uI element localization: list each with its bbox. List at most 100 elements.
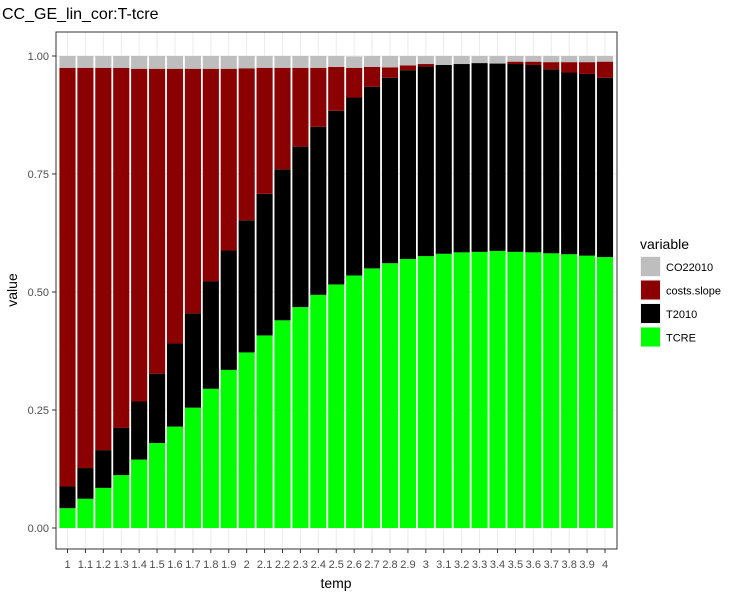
bar-segment-co22010 (310, 56, 327, 68)
x-tick-label: 1.5 (149, 559, 164, 571)
bar-segment-co22010 (202, 56, 219, 69)
x-tick-label: 2.4 (311, 559, 326, 571)
legend-label: CO22010 (666, 262, 713, 274)
bar-segment-t2010 (77, 468, 94, 499)
bar-segment-costs-slope (95, 67, 112, 451)
bar-segment-co22010 (220, 56, 237, 69)
bar-segment-co22010 (399, 56, 416, 66)
legend-swatch (641, 304, 660, 323)
bar-segment-costs-slope (579, 62, 596, 74)
bar-segment-costs-slope (596, 61, 614, 78)
legend-swatch (641, 280, 660, 300)
bar-segment-costs-slope (238, 68, 255, 221)
bar-segment-t2010 (310, 126, 327, 295)
bar-segment-co22010 (113, 56, 130, 68)
x-tick-label: 2 (244, 559, 250, 571)
bar-segment-co22010 (184, 56, 201, 69)
bar-segment-tcre (131, 459, 148, 528)
bar-segment-tcre (184, 407, 201, 528)
bar-segment-costs-slope (131, 68, 148, 402)
x-tick-label: 3.7 (544, 559, 559, 571)
bar-segment-costs-slope (202, 68, 219, 282)
bar-segment-tcre (95, 487, 112, 528)
bar-segment-t2010 (113, 427, 130, 476)
bar-segment-co22010 (596, 56, 614, 62)
bar-segment-t2010 (149, 373, 166, 444)
bar-segment-costs-slope (328, 66, 345, 111)
y-tick-label: 0.75 (28, 169, 49, 181)
bar-segment-t2010 (561, 72, 578, 255)
bar-segment-co22010 (561, 56, 578, 63)
bar-segment-tcre (202, 388, 219, 528)
bar-segment-t2010 (453, 64, 470, 253)
bar-segment-co22010 (381, 56, 399, 68)
bar-segment-co22010 (292, 56, 309, 68)
bar-segment-t2010 (202, 281, 219, 389)
x-tick-label: 1.6 (167, 559, 182, 571)
bar-segment-costs-slope (364, 66, 381, 87)
y-tick-label: 0.00 (28, 523, 49, 535)
x-tick-label: 3.1 (436, 559, 451, 571)
y-axis: 0.00 0.25 0.50 0.75 1.00 (28, 51, 56, 535)
bar-segment-t2010 (256, 193, 273, 336)
x-tick-label: 2.1 (257, 559, 272, 571)
x-tick-label: 1 (64, 559, 70, 571)
x-axis-label: temp (320, 575, 351, 591)
bar-segment-co22010 (453, 56, 470, 65)
bar-segment-tcre (381, 263, 399, 528)
bar-segment-co22010 (525, 56, 542, 62)
bar-segment-costs-slope (346, 67, 363, 98)
x-tick-label: 3.8 (562, 559, 577, 571)
bar-segment-tcre (59, 508, 76, 528)
bar-segment-co22010 (346, 56, 363, 68)
x-tick-label: 2.2 (275, 559, 290, 571)
bar-segment-co22010 (166, 56, 184, 69)
bars (59, 56, 614, 529)
x-tick-label: 2.3 (293, 559, 308, 571)
bar-segment-tcre (507, 251, 524, 528)
x-tick-label: 1.7 (185, 559, 200, 571)
bar-segment-tcre (561, 254, 578, 529)
bar-segment-t2010 (489, 63, 506, 251)
x-tick-label: 1.2 (96, 559, 111, 571)
bar-segment-costs-slope (561, 62, 578, 73)
bar-segment-tcre (364, 268, 381, 528)
bar-segment-tcre (453, 252, 470, 529)
bar-segment-costs-slope (220, 68, 237, 251)
bar-segment-co22010 (131, 56, 148, 69)
bar-segment-tcre (525, 252, 542, 529)
x-axis: 1 1.1 1.2 1.3 1.4 1.5 1.6 1.7 1.8 1.9 2 2.1 2.2 2.3 2.… (64, 549, 608, 571)
x-tick-label: 2.8 (382, 559, 397, 571)
bar-segment-co22010 (256, 56, 273, 68)
y-axis-label: value (4, 273, 20, 307)
x-tick-label: 3.4 (490, 559, 505, 571)
legend-label: TCRE (666, 333, 696, 345)
bar-segment-tcre (166, 426, 184, 528)
bar-segment-co22010 (435, 56, 452, 65)
bar-segment-tcre (471, 251, 488, 528)
bar-segment-t2010 (435, 64, 452, 254)
bar-segment-t2010 (131, 401, 148, 460)
bar-segment-tcre (399, 258, 416, 528)
bar-segment-t2010 (328, 110, 345, 285)
bar-segment-t2010 (274, 169, 291, 321)
x-tick-label: 3.6 (526, 559, 541, 571)
bar-segment-tcre (149, 443, 166, 528)
x-tick-label: 3.3 (472, 559, 487, 571)
chart-title: CC_GE_lin_cor:T-tcre (2, 6, 159, 23)
bar-segment-t2010 (399, 70, 416, 259)
bar-segment-co22010 (579, 56, 596, 63)
legend: variable CO22010 costs.slope T2010 TCRE (640, 236, 721, 348)
bar-segment-costs-slope (525, 61, 542, 65)
bar-segment-tcre (256, 335, 273, 528)
bar-segment-costs-slope (381, 67, 399, 78)
bar-segment-costs-slope (399, 65, 416, 71)
bar-segment-tcre (596, 257, 614, 528)
bar-segment-tcre (417, 256, 434, 528)
bar-segment-co22010 (149, 56, 166, 69)
legend-swatch (641, 257, 660, 276)
bar-segment-t2010 (381, 77, 399, 264)
x-tick-label: 1.4 (132, 559, 147, 571)
bar-segment-co22010 (471, 56, 488, 64)
